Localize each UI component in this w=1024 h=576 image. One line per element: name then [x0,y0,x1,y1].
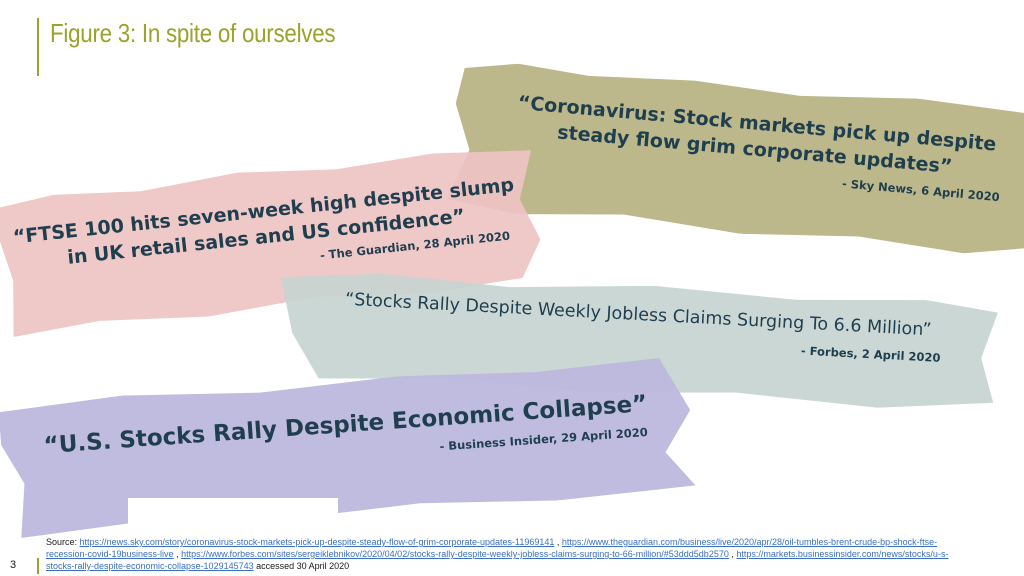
source-footnote: Source: https://news.sky.com/story/coron… [46,537,949,571]
accessed-date: accessed 30 April 2020 [256,561,350,571]
page-number: 3 [10,559,17,571]
title-accent-bar [37,18,39,76]
source-link-guardian[interactable]: https://www.theguardian.com/business/liv… [46,537,938,559]
source-link-forbes[interactable]: https://www.forbes.com/sites/sergeiklebn… [181,549,729,559]
source-label: Source: [46,537,78,547]
source-link-sky[interactable]: https://news.sky.com/story/coronavirus-s… [79,537,555,547]
page-accent-bar [37,558,39,574]
source-link-business-insider[interactable]: https://markets.businessinsider.com/news… [46,549,949,571]
quote-strip-business-insider: “U.S. Stocks Rally Despite Economic Coll… [0,356,696,539]
slide-title: Figure 3: In spite of ourselves [50,18,336,48]
white-patch [128,498,338,528]
